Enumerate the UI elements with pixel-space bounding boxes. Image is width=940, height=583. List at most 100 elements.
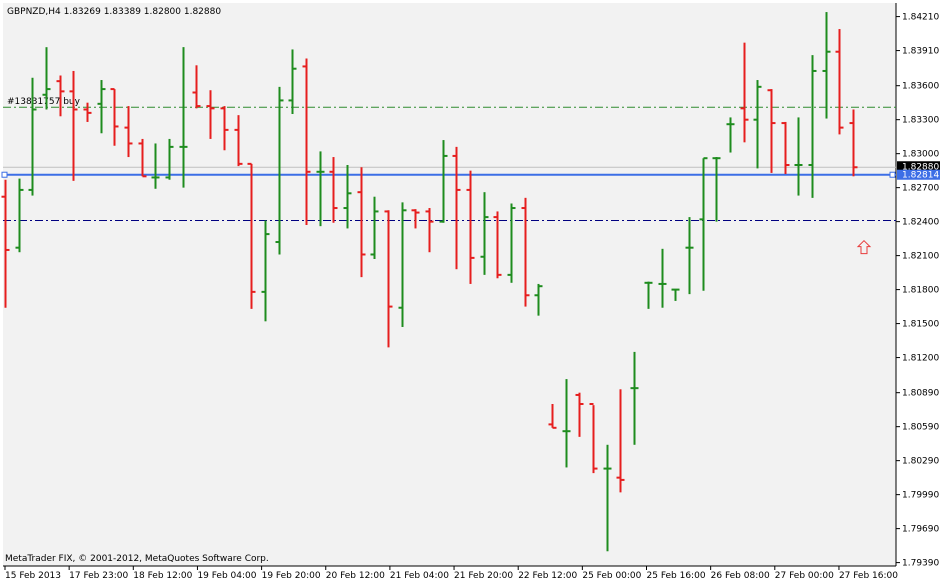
x-tick-label: 21 Feb 04:00 bbox=[390, 571, 449, 581]
time-axis: 15 Feb 2013 17 Feb 23:00 18 Feb 12:00 19 Fe… bbox=[4, 566, 898, 581]
ohlc-bar bbox=[97, 80, 106, 134]
plot-area[interactable] bbox=[3, 3, 896, 566]
ohlc-bar bbox=[288, 49, 297, 115]
y-tick-label: 1.79690 bbox=[902, 525, 939, 535]
ohlc-bar bbox=[302, 58, 311, 226]
ohlc-bar bbox=[794, 117, 803, 196]
level-lines: #13831757 buy bbox=[1, 97, 896, 221]
ohlc-bar bbox=[329, 157, 338, 223]
ohlc-bar bbox=[275, 86, 284, 255]
ohlc-bar bbox=[849, 109, 858, 177]
ohlc-bar bbox=[192, 65, 201, 109]
ohlc-bar bbox=[630, 351, 639, 445]
ohlc-bar bbox=[726, 117, 735, 153]
ohlc-bar bbox=[808, 55, 817, 198]
ohlc-bar bbox=[562, 379, 571, 468]
ohlc-bar bbox=[110, 88, 119, 146]
x-tick-label: 26 Feb 08:00 bbox=[711, 571, 770, 581]
x-tick-label: 19 Feb 04:00 bbox=[197, 571, 256, 581]
ohlc-bar bbox=[56, 75, 65, 117]
y-tick-label: 1.81800 bbox=[902, 286, 939, 296]
ohlc-bar bbox=[644, 281, 653, 309]
ohlc-bar bbox=[575, 392, 584, 437]
ohlc-bar bbox=[28, 77, 37, 196]
price-axis: 1.84210 1.83910 1.83600 1.83300 1.83000 1.827… bbox=[896, 13, 939, 569]
copyright-label: MetaTrader FIX, © 2001-2012, MetaQuotes … bbox=[5, 554, 269, 564]
ohlc-bars bbox=[1, 12, 872, 552]
y-tick-label: 1.83910 bbox=[902, 47, 939, 57]
ohlc-bar bbox=[685, 217, 694, 295]
ohlc-bar bbox=[425, 208, 434, 253]
y-tick-label: 1.81200 bbox=[902, 354, 939, 364]
ohlc-bar bbox=[124, 106, 133, 158]
ohlc-bar bbox=[753, 80, 762, 169]
current-price-tag bbox=[897, 161, 940, 172]
ohlc-bar bbox=[603, 444, 612, 552]
symbol-info-label: GBPNZD,H4 1.83269 1.83389 1.82800 1.8288… bbox=[7, 7, 221, 17]
ohlc-bar bbox=[179, 47, 188, 188]
line-price-tag bbox=[897, 169, 940, 180]
y-tick-label: 1.80590 bbox=[902, 423, 939, 433]
ohlc-bar bbox=[206, 90, 215, 139]
ohlc-bar bbox=[138, 138, 147, 178]
ohlc-bar bbox=[69, 70, 78, 181]
current-price-label: 1.82880 bbox=[902, 162, 939, 172]
ohlc-bar bbox=[493, 211, 502, 279]
ohlc-bar bbox=[466, 170, 475, 284]
ohlc-bar bbox=[247, 162, 256, 309]
x-tick-label: 15 Feb 2013 bbox=[5, 571, 61, 581]
ohlc-bar bbox=[384, 210, 393, 348]
ohlc-bar bbox=[398, 202, 407, 327]
y-tick-label: 1.82700 bbox=[902, 184, 939, 194]
y-tick-label: 1.79990 bbox=[902, 491, 939, 501]
ohlc-bar bbox=[507, 203, 516, 283]
ohlc-bar bbox=[521, 197, 530, 307]
ohlc-bar bbox=[316, 151, 325, 227]
ohlc-bar bbox=[480, 192, 489, 275]
ohlc-bar bbox=[370, 196, 379, 260]
x-tick-label: 22 Feb 12:00 bbox=[518, 571, 577, 581]
ohlc-bar bbox=[42, 47, 51, 110]
ohlc-bar bbox=[234, 115, 243, 167]
ohlc-bar bbox=[411, 209, 420, 229]
order-label: #13831757 buy bbox=[7, 97, 81, 107]
ohlc-bar bbox=[452, 146, 461, 270]
x-tick-label: 20 Feb 12:00 bbox=[326, 571, 385, 581]
y-tick-label: 1.81500 bbox=[902, 320, 939, 330]
ohlc-bar bbox=[1, 179, 10, 308]
x-tick-label: 27 Feb 16:00 bbox=[839, 571, 898, 581]
y-tick-label: 1.82100 bbox=[902, 252, 939, 262]
ohlc-bar bbox=[835, 29, 844, 135]
y-tick-label: 1.80290 bbox=[902, 457, 939, 467]
ohlc-bar bbox=[822, 12, 831, 119]
ohlc-bar bbox=[671, 288, 680, 301]
ohlc-bar bbox=[220, 106, 229, 151]
ohlc-bar bbox=[699, 157, 708, 291]
ohlc-bar bbox=[781, 121, 790, 175]
line-handle-right bbox=[889, 171, 896, 178]
up-arrow-icon bbox=[856, 239, 872, 255]
y-tick-label: 1.79390 bbox=[902, 559, 939, 569]
x-tick-label: 27 Feb 00:00 bbox=[775, 571, 834, 581]
ohlc-bar bbox=[767, 89, 776, 173]
ohlc-bar bbox=[165, 138, 174, 180]
ohlc-bar bbox=[83, 102, 92, 122]
ohlc-bar bbox=[439, 140, 448, 223]
ohlc-bar bbox=[740, 42, 749, 143]
ohlc-bar bbox=[15, 178, 24, 253]
y-tick-label: 1.83300 bbox=[902, 116, 939, 126]
ohlc-bar bbox=[151, 143, 160, 189]
line-handle-left bbox=[1, 171, 8, 178]
ohlc-bar bbox=[712, 157, 721, 222]
ohlc-bar bbox=[548, 404, 557, 429]
line-price-label: 1.82814 bbox=[902, 171, 939, 181]
y-tick-label: 1.84210 bbox=[902, 13, 939, 23]
x-tick-label: 21 Feb 20:00 bbox=[454, 571, 513, 581]
ohlc-bar bbox=[616, 389, 625, 493]
ohlc-bar bbox=[534, 283, 543, 316]
x-tick-label: 25 Feb 16:00 bbox=[647, 571, 706, 581]
ohlc-bar bbox=[261, 220, 270, 322]
x-tick-label: 18 Feb 12:00 bbox=[133, 571, 192, 581]
